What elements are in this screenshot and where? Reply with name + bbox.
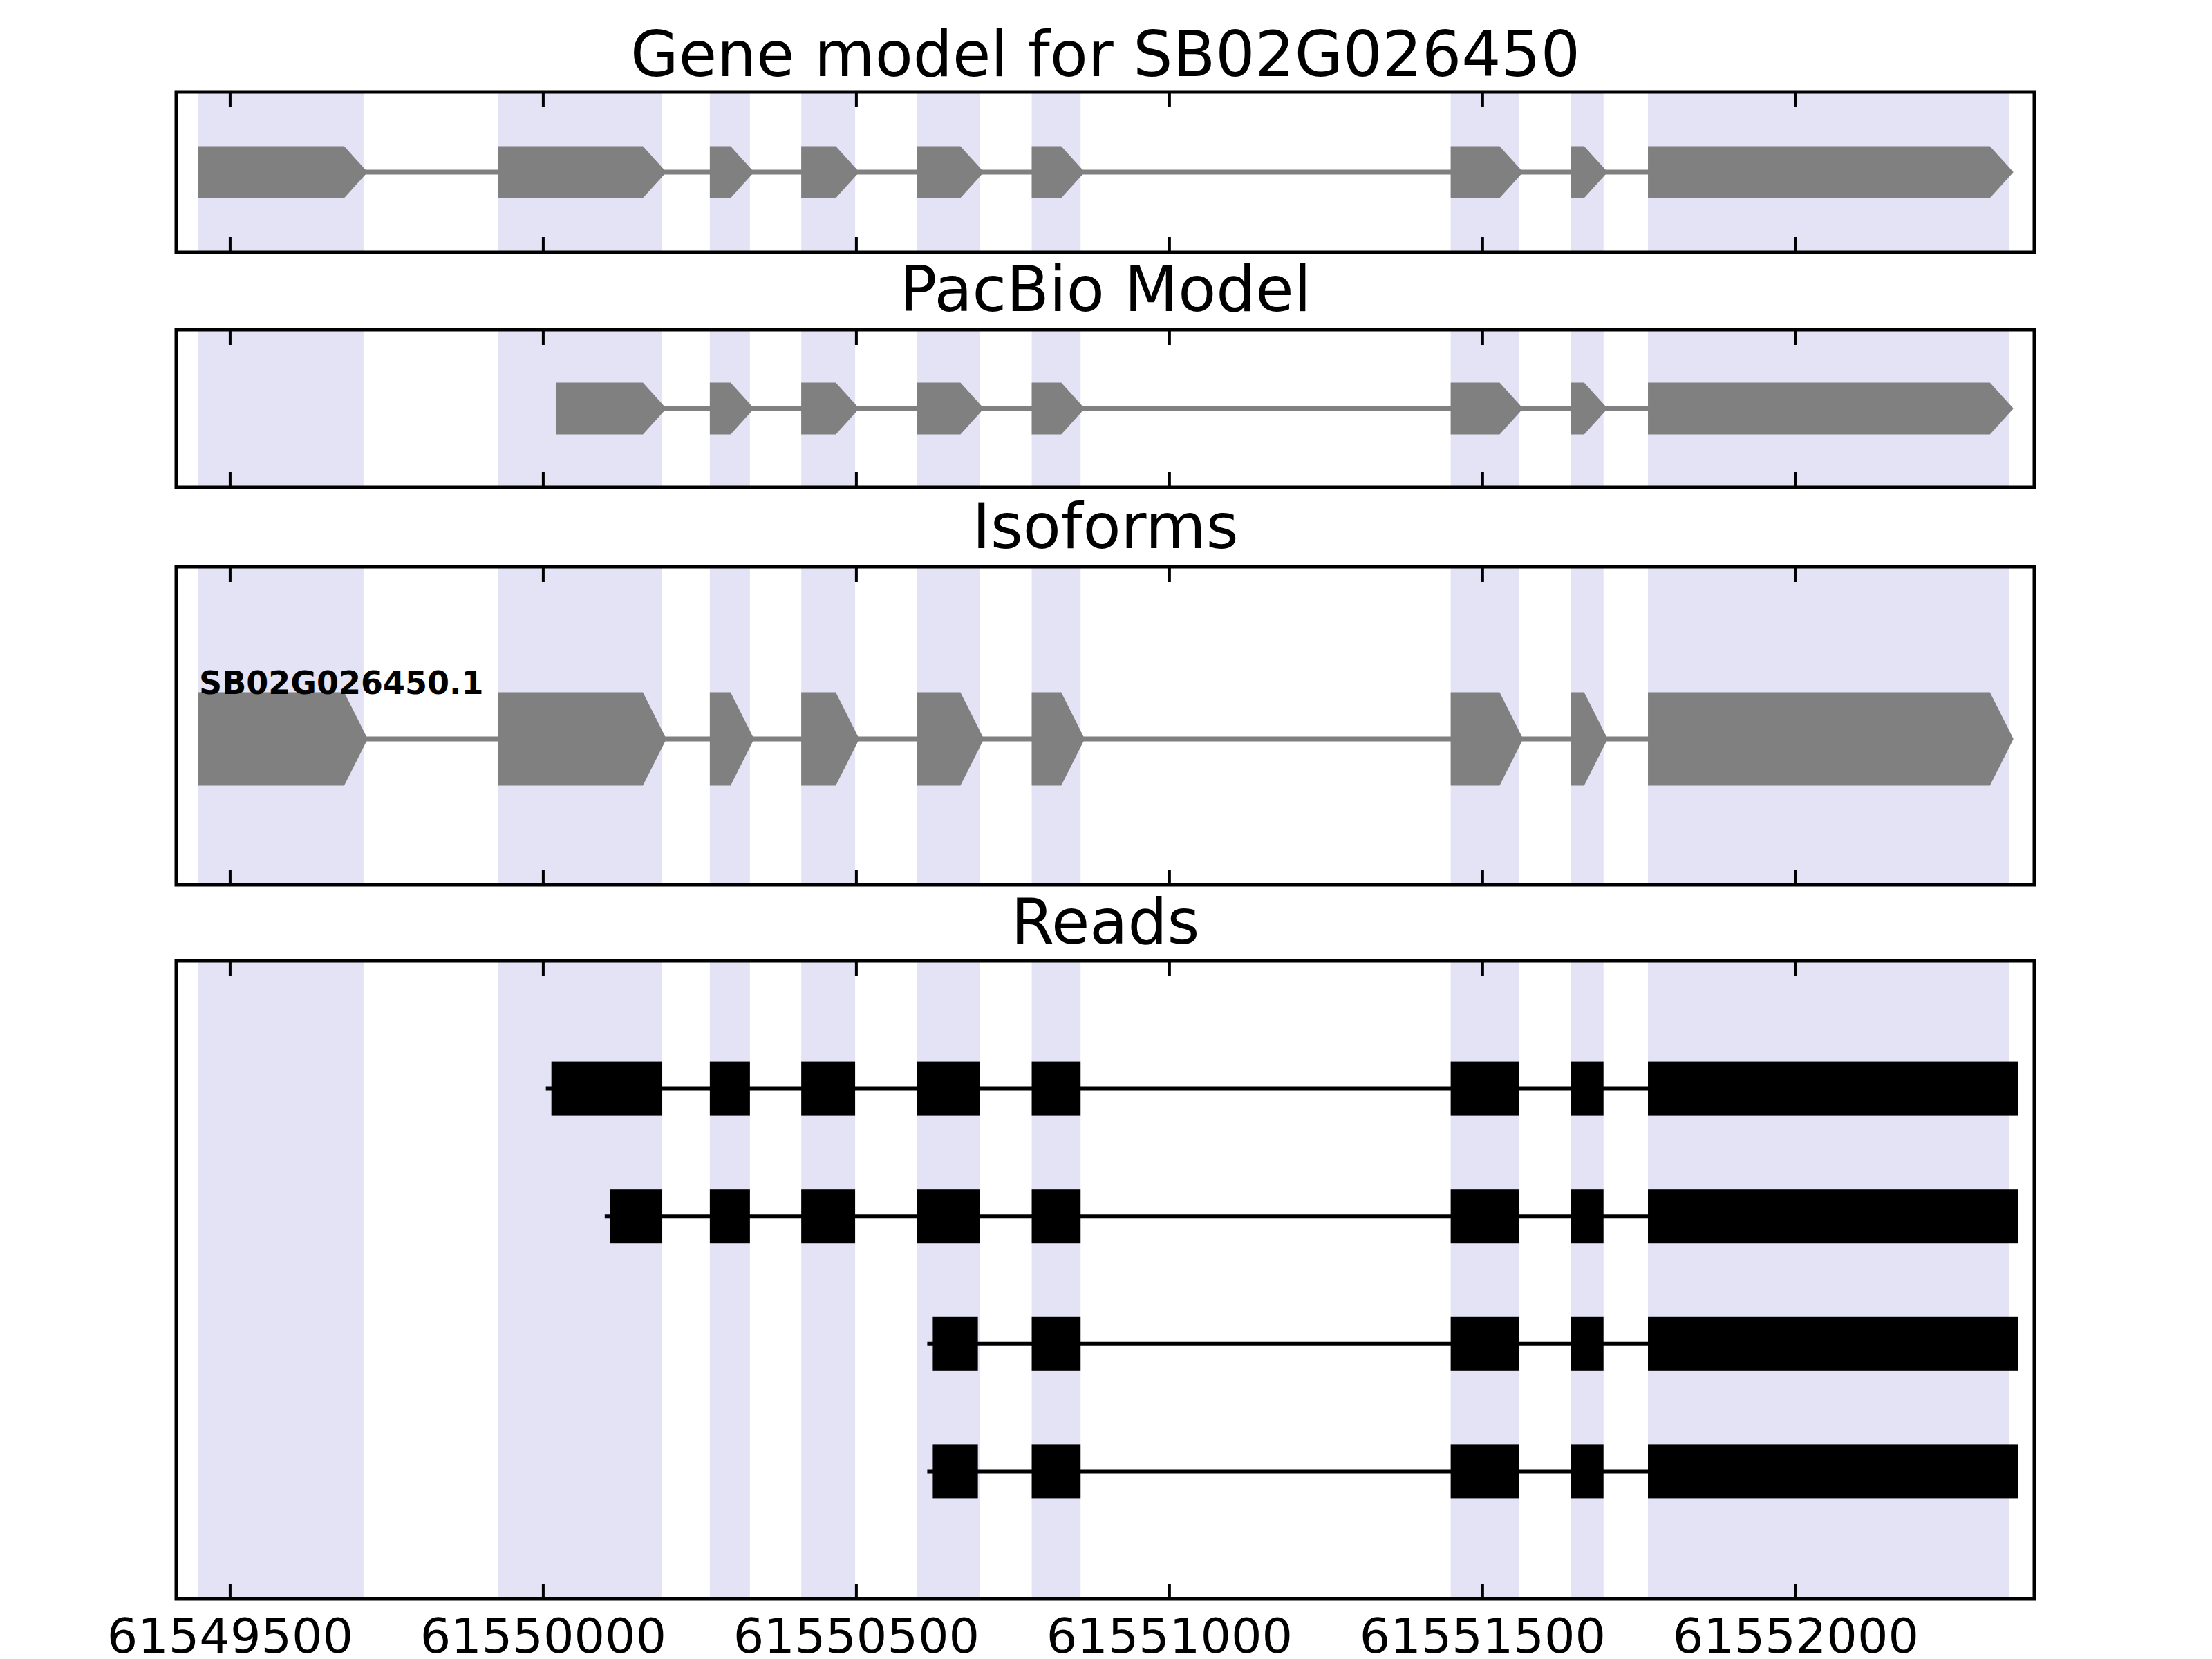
read-block (932, 1444, 977, 1498)
read-block (1451, 1317, 1519, 1371)
read-block (932, 1317, 977, 1371)
read-block (710, 1062, 750, 1116)
exon-shape (198, 147, 368, 198)
x-tick-label: 61550000 (420, 1608, 666, 1659)
highlight-region (917, 961, 980, 1599)
read-block (1571, 1317, 1604, 1371)
highlight-region (1451, 961, 1519, 1599)
exon-shape (1648, 383, 2014, 435)
read-block (1451, 1189, 1519, 1243)
read-block (917, 1062, 980, 1116)
gene-model-plot: 61549500 61550000 61550500 61551000 61551500… (0, 0, 2212, 1659)
read-block (801, 1062, 855, 1116)
panel-title-pacbio: PacBio Model (899, 253, 1311, 326)
read-block (1648, 1444, 2018, 1498)
x-tick-label: 61549500 (107, 1608, 353, 1659)
exon-shape (498, 147, 666, 198)
panel-title-reads: Reads (1011, 885, 1199, 958)
panel-title-gene-model: Gene model for SB02G026450 (630, 18, 1580, 91)
read-block (917, 1189, 980, 1243)
highlight-region (801, 961, 855, 1599)
read-block (1571, 1062, 1604, 1116)
read-block (710, 1189, 750, 1243)
read-block (1451, 1444, 1519, 1498)
x-tick-label: 61552000 (1673, 1608, 1919, 1659)
read-block (1571, 1444, 1604, 1498)
x-tick-label: 61550500 (733, 1608, 980, 1659)
read-block (1032, 1189, 1081, 1243)
highlight-region (1571, 961, 1604, 1599)
read-block (1648, 1189, 2018, 1243)
exon-shape (1648, 693, 2014, 786)
read-block (1451, 1062, 1519, 1116)
read-block (552, 1062, 662, 1116)
x-tick-label: 61551500 (1360, 1608, 1606, 1659)
exon-shape (556, 383, 666, 435)
highlight-region (710, 961, 750, 1599)
read-block (1032, 1317, 1081, 1371)
highlight-region (198, 330, 364, 487)
isoform-label: SB02G026450.1 (199, 664, 483, 702)
highlight-region (1648, 961, 2009, 1599)
read-block (610, 1189, 662, 1243)
read-block (1648, 1317, 2018, 1371)
read-block (1032, 1444, 1081, 1498)
read-block (1032, 1062, 1081, 1116)
figure: 61549500 61550000 61550500 61551000 61551500… (0, 0, 2212, 1659)
highlight-region (198, 961, 364, 1599)
read-block (1571, 1189, 1604, 1243)
exon-shape (498, 693, 666, 786)
panel-title-isoforms: Isoforms (972, 490, 1238, 563)
exon-shape (1648, 147, 2014, 198)
x-tick-label: 61551000 (1047, 1608, 1293, 1659)
highlight-region (498, 961, 662, 1599)
read-block (1648, 1062, 2018, 1116)
read-block (801, 1189, 855, 1243)
exon-shape (198, 693, 368, 786)
highlight-region (1032, 961, 1081, 1599)
